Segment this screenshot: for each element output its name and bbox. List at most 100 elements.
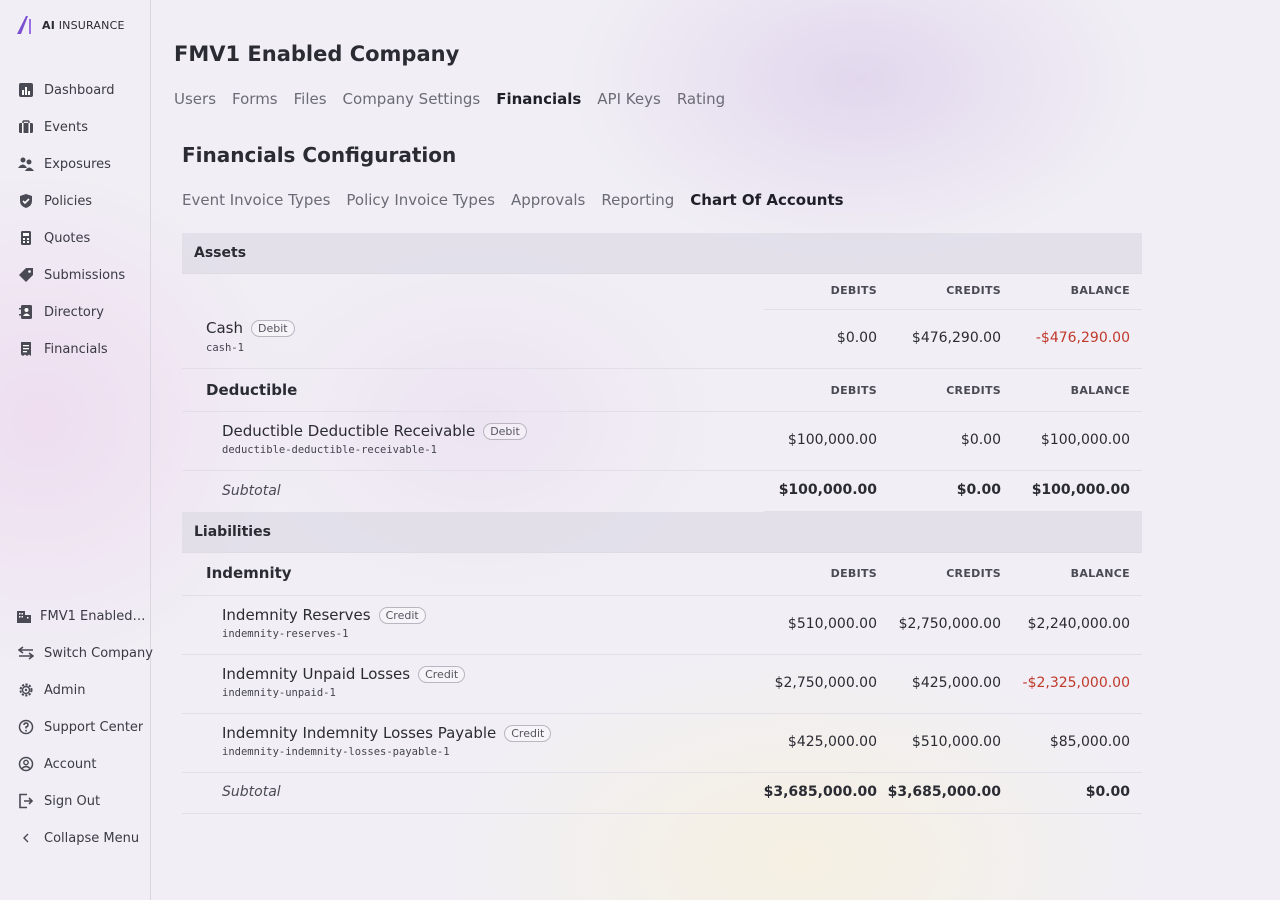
sidebar-item-label: Switch Company bbox=[44, 645, 153, 661]
account-code: indemnity-unpaid-1 bbox=[222, 687, 336, 699]
sidebar-item-support-center[interactable]: Support Center bbox=[18, 717, 143, 737]
subtotal-credits: $0.00 bbox=[956, 482, 1001, 498]
sidebar-item-quotes[interactable]: Quotes bbox=[18, 228, 90, 248]
debits-value: $2,750,000.00 bbox=[774, 675, 877, 691]
column-header-credits: CREDITS bbox=[946, 284, 1001, 297]
sidebar-item-dashboard[interactable]: Dashboard bbox=[18, 80, 115, 100]
table-row[interactable]: Deductible Deductible Receivable Debit d… bbox=[182, 412, 1142, 471]
credits-value: $476,290.00 bbox=[911, 330, 1001, 346]
account-name: Deductible Deductible Receivable Debit bbox=[222, 422, 527, 440]
brand-logo[interactable]: AI INSURANCE bbox=[16, 15, 125, 35]
tab-files[interactable]: Files bbox=[293, 90, 327, 108]
sidebar-item-sign-out[interactable]: Sign Out bbox=[18, 791, 100, 811]
table-row[interactable]: Cash Debit cash-1 $0.00 $476,290.00 -$47… bbox=[182, 310, 1142, 369]
question-icon bbox=[18, 719, 34, 735]
sidebar-item-label: Policies bbox=[44, 193, 93, 209]
account-name: Cash Debit bbox=[206, 319, 295, 337]
account-name-text: Indemnity Unpaid Losses bbox=[222, 665, 411, 683]
sidebar-item-switch-company[interactable]: Switch Company bbox=[18, 643, 153, 663]
sidebar-item-directory[interactable]: Directory bbox=[18, 302, 104, 322]
subtab-approvals[interactable]: Approvals bbox=[511, 191, 586, 209]
building-icon bbox=[17, 611, 31, 623]
subtab-policy-invoice-types[interactable]: Policy Invoice Types bbox=[346, 191, 495, 209]
shield-icon bbox=[20, 194, 32, 208]
column-header-balance: BALANCE bbox=[1070, 284, 1130, 297]
account-type-badge: Credit bbox=[504, 724, 552, 742]
category-header-row: Deductible DEBITS CREDITS BALANCE bbox=[182, 369, 1142, 412]
table-row[interactable]: Indemnity Unpaid Losses Credit indemnity… bbox=[182, 655, 1142, 714]
subtotal-debits: $100,000.00 bbox=[778, 482, 877, 498]
category-name: Deductible bbox=[206, 381, 298, 399]
subtotal-row: Subtotal $100,000.00 $0.00 $100,000.00 bbox=[182, 471, 1142, 512]
sidebar-item-label: Dashboard bbox=[44, 82, 115, 98]
row-divider bbox=[764, 309, 1142, 310]
column-header-credits: CREDITS bbox=[946, 384, 1001, 397]
sidebar-item-events[interactable]: Events bbox=[18, 117, 88, 137]
account-code: indemnity-indemnity-losses-payable-1 bbox=[222, 746, 450, 758]
sidebar-item-exposures[interactable]: Exposures bbox=[18, 154, 111, 174]
tab-rating[interactable]: Rating bbox=[676, 90, 726, 108]
account-name-text: Indemnity Reserves bbox=[222, 606, 371, 624]
balance-value: $100,000.00 bbox=[1040, 432, 1130, 448]
group-label: Assets bbox=[194, 245, 247, 261]
page-title: FMV1 Enabled Company bbox=[174, 42, 460, 66]
subtab-event-invoice-types[interactable]: Event Invoice Types bbox=[182, 191, 331, 209]
tab-financials[interactable]: Financials bbox=[496, 90, 582, 108]
tab-api-keys[interactable]: API Keys bbox=[597, 90, 661, 108]
account-type-badge: Credit bbox=[418, 665, 466, 683]
sidebar-item-policies[interactable]: Policies bbox=[18, 191, 92, 211]
account-code: cash-1 bbox=[206, 342, 244, 354]
subtotal-debits: $3,685,000.00 bbox=[763, 784, 877, 800]
tab-forms[interactable]: Forms bbox=[232, 90, 278, 108]
subtotal-balance: $0.00 bbox=[1085, 784, 1130, 800]
debits-value: $100,000.00 bbox=[787, 432, 877, 448]
table-row[interactable]: Indemnity Indemnity Losses Payable Credi… bbox=[182, 714, 1142, 773]
debits-value: $0.00 bbox=[836, 330, 877, 346]
account-name-text: Cash bbox=[206, 319, 243, 337]
sidebar-item-label: FMV1 Enabled Company bbox=[40, 608, 146, 624]
group-label: Liabilities bbox=[194, 524, 271, 540]
subtab-chart-of-accounts[interactable]: Chart Of Accounts bbox=[690, 191, 844, 209]
calculator-icon bbox=[21, 231, 31, 245]
group-header-assets: Assets bbox=[182, 233, 1142, 274]
gear-icon bbox=[19, 683, 33, 697]
sign-out-icon bbox=[19, 793, 34, 809]
group-header-liabilities: Liabilities bbox=[182, 512, 1142, 553]
debits-value: $510,000.00 bbox=[787, 616, 877, 632]
sidebar-item-account[interactable]: Account bbox=[18, 754, 97, 774]
account-code: deductible-deductible-receivable-1 bbox=[222, 444, 437, 456]
sidebar-item-label: Admin bbox=[44, 682, 86, 698]
sidebar-item-admin[interactable]: Admin bbox=[18, 680, 85, 700]
category-header-row: Indemnity DEBITS CREDITS BALANCE bbox=[182, 553, 1142, 596]
sidebar: AI INSURANCE Dashboard Events Exposures … bbox=[0, 0, 153, 900]
briefcase-icon bbox=[19, 120, 33, 133]
sidebar-item-label: Events bbox=[44, 119, 89, 135]
receipt-icon bbox=[21, 342, 31, 356]
row-divider bbox=[764, 511, 1142, 512]
sidebar-item-submissions[interactable]: Submissions bbox=[18, 265, 125, 285]
tab-users[interactable]: Users bbox=[174, 90, 217, 108]
sidebar-item-collapse-menu[interactable]: Collapse Menu bbox=[18, 828, 139, 848]
credits-value: $0.00 bbox=[960, 432, 1001, 448]
sidebar-item-financials[interactable]: Financials bbox=[18, 339, 108, 359]
column-header-balance: BALANCE bbox=[1070, 567, 1130, 580]
debits-value: $425,000.00 bbox=[787, 734, 877, 750]
balance-value: $85,000.00 bbox=[1049, 734, 1130, 750]
balance-value: $2,240,000.00 bbox=[1027, 616, 1130, 632]
subtab-reporting[interactable]: Reporting bbox=[601, 191, 675, 209]
account-type-badge: Debit bbox=[483, 422, 527, 440]
account-name-text: Indemnity Indemnity Losses Payable bbox=[222, 724, 497, 742]
column-header-balance: BALANCE bbox=[1070, 384, 1130, 397]
sidebar-item-label: Directory bbox=[44, 304, 104, 320]
column-header-credits: CREDITS bbox=[946, 567, 1001, 580]
balance-value: -$2,325,000.00 bbox=[1022, 675, 1130, 691]
chart-icon bbox=[19, 83, 33, 97]
contacts-icon bbox=[19, 305, 32, 319]
sidebar-item-current-company[interactable]: FMV1 Enabled Company bbox=[16, 606, 146, 626]
tab-company-settings[interactable]: Company Settings bbox=[342, 90, 481, 108]
table-row[interactable]: Indemnity Reserves Credit indemnity-rese… bbox=[182, 596, 1142, 655]
sidebar-item-label: Sign Out bbox=[44, 793, 101, 809]
account-name: Indemnity Unpaid Losses Credit bbox=[222, 665, 466, 683]
brand-name: AI INSURANCE bbox=[42, 18, 125, 32]
logo-icon bbox=[17, 16, 31, 34]
